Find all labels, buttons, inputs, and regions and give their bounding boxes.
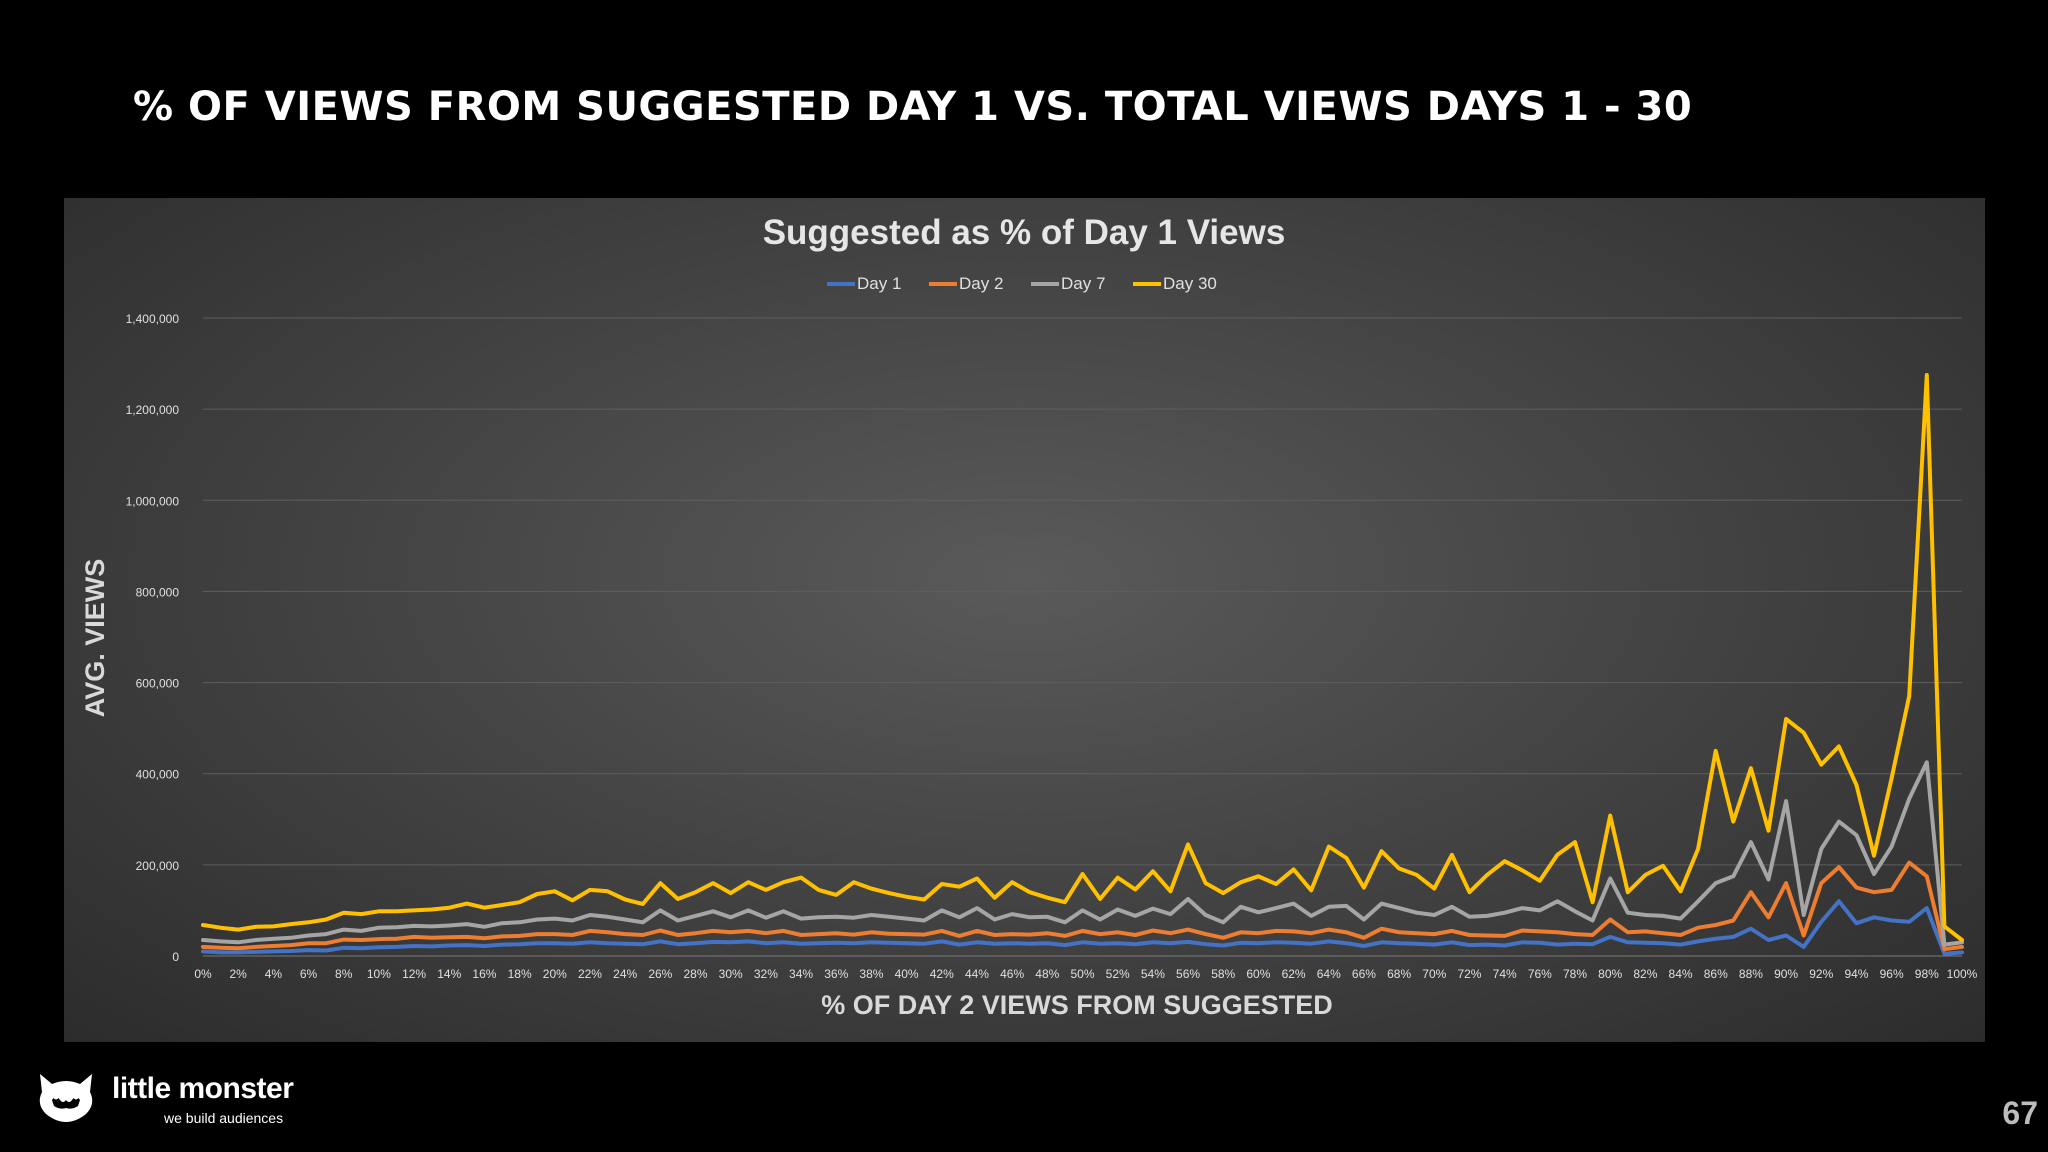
chart-title: Suggested as % of Day 1 Views	[763, 213, 1286, 252]
x-tick-label: 8%	[335, 967, 353, 981]
x-tick-label: 6%	[300, 967, 318, 981]
line-chart: Suggested as % of Day 1 Views Day 1 Day 2…	[80, 213, 1978, 1020]
x-tick-label: 0%	[194, 967, 212, 981]
x-tick-label: 24%	[613, 967, 637, 981]
chart-legend: Day 1 Day 2 Day 7 Day 30	[827, 274, 1217, 293]
x-tick-label: 96%	[1880, 967, 1904, 981]
x-tick-label: 44%	[965, 967, 989, 981]
x-tick-label: 32%	[754, 967, 778, 981]
x-tick-label: 50%	[1070, 967, 1094, 981]
x-tick-label: 52%	[1106, 967, 1130, 981]
x-tick-label: 62%	[1282, 967, 1306, 981]
x-tick-label: 100%	[1947, 967, 1978, 981]
x-tick-label: 94%	[1844, 967, 1868, 981]
x-tick-label: 40%	[895, 967, 919, 981]
page-number: 67	[2002, 1095, 2038, 1131]
x-tick-label: 54%	[1141, 967, 1165, 981]
x-tick-label: 82%	[1633, 967, 1657, 981]
y-tick-label: 400,000	[136, 768, 180, 782]
x-tick-label: 86%	[1704, 967, 1728, 981]
slide-title: % OF VIEWS FROM SUGGESTED DAY 1 VS. TOTA…	[133, 84, 1693, 130]
x-tick-label: 10%	[367, 967, 391, 981]
legend-label: Day 7	[1061, 274, 1105, 293]
x-tick-label: 80%	[1598, 967, 1622, 981]
x-tick-label: 84%	[1669, 967, 1693, 981]
y-tick-label: 600,000	[136, 677, 180, 691]
x-tick-label: 2%	[230, 967, 248, 981]
legend-label: Day 30	[1163, 274, 1217, 293]
brand-tagline: we build audiences	[164, 1110, 284, 1126]
x-tick-label: 36%	[824, 967, 848, 981]
x-axis-label: % OF DAY 2 VIEWS FROM SUGGESTED	[821, 990, 1333, 1020]
series-lines	[201, 373, 1964, 956]
x-tick-label: 48%	[1035, 967, 1059, 981]
x-tick-label: 58%	[1211, 967, 1235, 981]
x-tick-label: 64%	[1317, 967, 1341, 981]
x-tick-label: 12%	[402, 967, 426, 981]
y-tick-label: 0	[172, 950, 179, 964]
y-tick-label: 800,000	[136, 585, 180, 599]
x-tick-label: 14%	[437, 967, 461, 981]
x-tick-label: 72%	[1457, 967, 1481, 981]
x-tick-label: 98%	[1915, 967, 1939, 981]
x-tick-label: 18%	[508, 967, 532, 981]
x-tick-label: 90%	[1774, 967, 1798, 981]
y-tick-label: 1,200,000	[126, 403, 180, 417]
x-tick-label: 46%	[1000, 967, 1024, 981]
y-tick-label: 200,000	[136, 859, 180, 873]
x-tick-label: 74%	[1493, 967, 1517, 981]
y-tick-label: 1,000,000	[126, 494, 180, 508]
x-tick-label: 20%	[543, 967, 567, 981]
x-tick-label: 4%	[265, 967, 283, 981]
x-axis-ticks: 0% 2% 4% 6% 8% 10% 12% 14% 16% 18% 20% 22% 24% 26% 28%…	[194, 967, 1977, 981]
x-tick-label: 68%	[1387, 967, 1411, 981]
x-tick-label: 76%	[1528, 967, 1552, 981]
y-axis-ticks: 0 200,000 400,000 600,000 800,000 1,000,000 1,…	[126, 312, 180, 964]
brand-name: little monster	[112, 1072, 294, 1105]
monster-logo-icon	[39, 1074, 93, 1122]
x-tick-label: 26%	[648, 967, 672, 981]
x-tick-label: 34%	[789, 967, 813, 981]
x-tick-label: 92%	[1809, 967, 1833, 981]
chart-panel: Suggested as % of Day 1 Views Day 1 Day 2…	[64, 198, 1985, 1042]
legend-label: Day 1	[857, 274, 901, 293]
gridlines	[203, 317, 1962, 957]
x-tick-label: 66%	[1352, 967, 1376, 981]
x-tick-label: 22%	[578, 967, 602, 981]
series-line-day-7	[201, 760, 1964, 947]
series-line-day-2	[201, 860, 1964, 952]
y-tick-label: 1,400,000	[126, 312, 180, 326]
x-tick-label: 60%	[1246, 967, 1270, 981]
series-line-day-1	[201, 899, 1964, 956]
series-line-day-30	[201, 373, 1964, 942]
brand-logo: little monster we build audiences	[34, 1070, 334, 1130]
y-axis-label: AVG. VIEWS	[80, 559, 110, 718]
legend-label: Day 2	[959, 274, 1003, 293]
x-tick-label: 16%	[472, 967, 496, 981]
x-tick-label: 28%	[684, 967, 708, 981]
x-tick-label: 88%	[1739, 967, 1763, 981]
x-tick-label: 38%	[859, 967, 883, 981]
x-tick-label: 70%	[1422, 967, 1446, 981]
x-tick-label: 78%	[1563, 967, 1587, 981]
x-tick-label: 56%	[1176, 967, 1200, 981]
x-tick-label: 30%	[719, 967, 743, 981]
x-tick-label: 42%	[930, 967, 954, 981]
